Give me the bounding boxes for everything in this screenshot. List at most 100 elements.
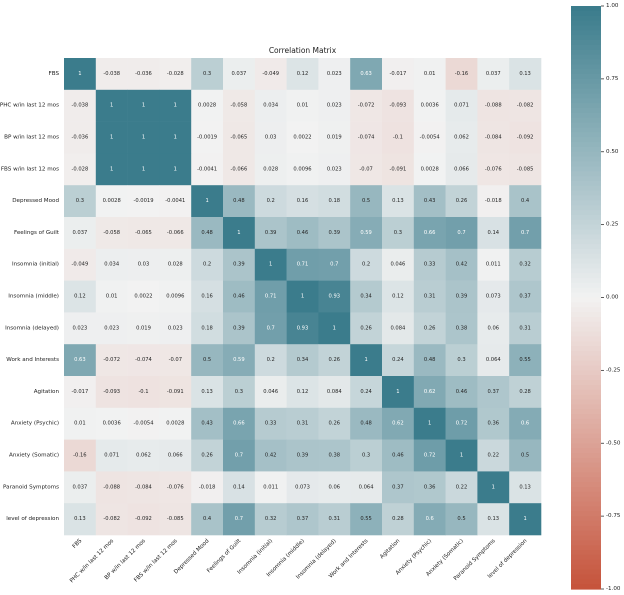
heatmap-cell — [445, 280, 478, 313]
colorbar-segment — [571, 40, 601, 46]
colorbar-segment — [571, 161, 601, 167]
cell-value-label: 0.3 — [203, 71, 211, 77]
heatmap-cell — [64, 439, 97, 472]
heatmap-cell — [445, 89, 478, 122]
cell-value-label: -0.036 — [135, 71, 152, 77]
cell-value-label: 0.13 — [519, 484, 531, 490]
cell-value-label: 0.33 — [265, 421, 277, 427]
heatmap-cell — [64, 185, 97, 218]
colorbar-segment — [571, 248, 601, 255]
cell-value-label: 0.46 — [297, 230, 309, 236]
colorbar-segment — [571, 482, 601, 488]
colorbar-segment — [571, 506, 601, 512]
cell-value-label: 0.72 — [456, 421, 468, 427]
colorbar-segment — [571, 273, 601, 279]
heatmap-cell — [477, 471, 510, 504]
y-tick-label: Anxiety (Somatic) — [9, 453, 59, 459]
cell-value-label: 0.3 — [394, 230, 402, 236]
heatmap-cell — [286, 439, 319, 472]
cell-value-label: 0.0096 — [293, 166, 311, 172]
cell-value-label: 1 — [110, 103, 113, 109]
colorbar-segment — [571, 292, 601, 299]
x-tick-label: Agitation — [379, 538, 401, 560]
cell-value-label: 0.48 — [360, 421, 372, 427]
colorbar-segment — [571, 205, 601, 211]
heatmap-cell — [191, 439, 224, 472]
cell-value-label: 0.16 — [201, 294, 213, 300]
heatmap-cell — [223, 153, 256, 186]
colorbar-segment — [571, 554, 601, 561]
heatmap-cell — [382, 185, 415, 218]
colorbar-segment — [571, 452, 601, 459]
cell-value-label: 0.38 — [329, 453, 341, 459]
colorbar-segment — [571, 530, 601, 537]
cell-value-label: 0.34 — [360, 294, 372, 300]
cell-value-label: -0.017 — [72, 389, 89, 395]
heatmap-cell — [191, 312, 224, 345]
heatmap-cell — [64, 217, 97, 250]
heatmap-cell — [477, 439, 510, 472]
cell-value-label: 0.33 — [424, 262, 436, 268]
cell-value-label: 0.011 — [486, 262, 501, 268]
cell-value-label: 1 — [142, 166, 145, 172]
heatmap-cell — [286, 89, 319, 122]
heatmap-cell — [191, 280, 224, 313]
cell-value-label: 0.3 — [362, 453, 370, 459]
cell-value-label: 0.019 — [327, 135, 342, 141]
heatmap-cell — [413, 344, 446, 377]
colorbar-segment — [571, 384, 601, 391]
colorbar-segment — [571, 316, 601, 323]
heatmap-cell — [350, 58, 383, 91]
cell-value-label: 1 — [492, 484, 495, 490]
cell-value-label: -0.07 — [359, 166, 372, 172]
cell-value-label: 0.3 — [235, 389, 243, 395]
cell-value-label: 0.12 — [74, 294, 86, 300]
colorbar-segment — [571, 462, 601, 469]
heatmap-cell — [477, 407, 510, 440]
cell-value-label: 0.01 — [74, 421, 86, 427]
colorbar-segment — [571, 127, 601, 133]
cell-value-label: 0.0028 — [198, 103, 216, 109]
cell-value-label: 0.16 — [297, 198, 309, 204]
cell-value-label: 0.0036 — [421, 103, 439, 109]
colorbar-segment — [571, 355, 601, 362]
colorbar-segment — [571, 122, 601, 129]
heatmap-cell — [254, 471, 287, 504]
colorbar-segment — [571, 151, 601, 158]
heatmap-cell — [127, 217, 160, 250]
colorbar-segment — [571, 550, 601, 556]
cell-value-label: 0.011 — [263, 484, 278, 490]
heatmap-cell — [286, 121, 319, 154]
heatmap-cell — [64, 344, 97, 377]
cell-value-label: -0.076 — [167, 484, 184, 490]
cell-value-label: 0.12 — [297, 71, 309, 77]
cell-value-label: 0.7 — [235, 516, 243, 522]
cell-value-label: -0.028 — [72, 166, 89, 172]
cell-value-label: 0.046 — [390, 262, 405, 268]
colorbar-segment — [571, 394, 601, 401]
cell-value-label: -0.16 — [73, 453, 86, 459]
heatmap-cell — [191, 89, 224, 122]
heatmap-cell — [509, 58, 542, 91]
colorbar-segment — [571, 370, 601, 376]
colorbar-segment — [571, 98, 601, 104]
cell-value-label: -0.072 — [103, 357, 120, 363]
colorbar-segment — [571, 137, 601, 143]
heatmap-cell — [286, 344, 319, 377]
cell-value-label: 0.22 — [456, 484, 468, 490]
cell-value-label: 0.62 — [392, 421, 404, 427]
colorbar-tick-label: -0.75 — [606, 513, 621, 519]
cell-value-label: 0.028 — [168, 262, 183, 268]
heatmap-cell — [286, 312, 319, 345]
heatmap-cell — [318, 280, 351, 313]
heatmap-cell — [477, 248, 510, 281]
cell-value-label: 0.39 — [233, 325, 245, 331]
heatmap-cell — [95, 153, 128, 186]
heatmap-cell — [191, 185, 224, 218]
colorbar: -1.00 -0.75 -0.50 -0.25 0.00 0.25 0.50 0.75 1.00 — [571, 3, 621, 592]
colorbar-tick-label: -1.00 — [606, 586, 621, 592]
y-tick-label: level of depression — [6, 516, 59, 522]
cell-value-label: 0.084 — [327, 389, 343, 395]
heatmap-cell — [445, 471, 478, 504]
